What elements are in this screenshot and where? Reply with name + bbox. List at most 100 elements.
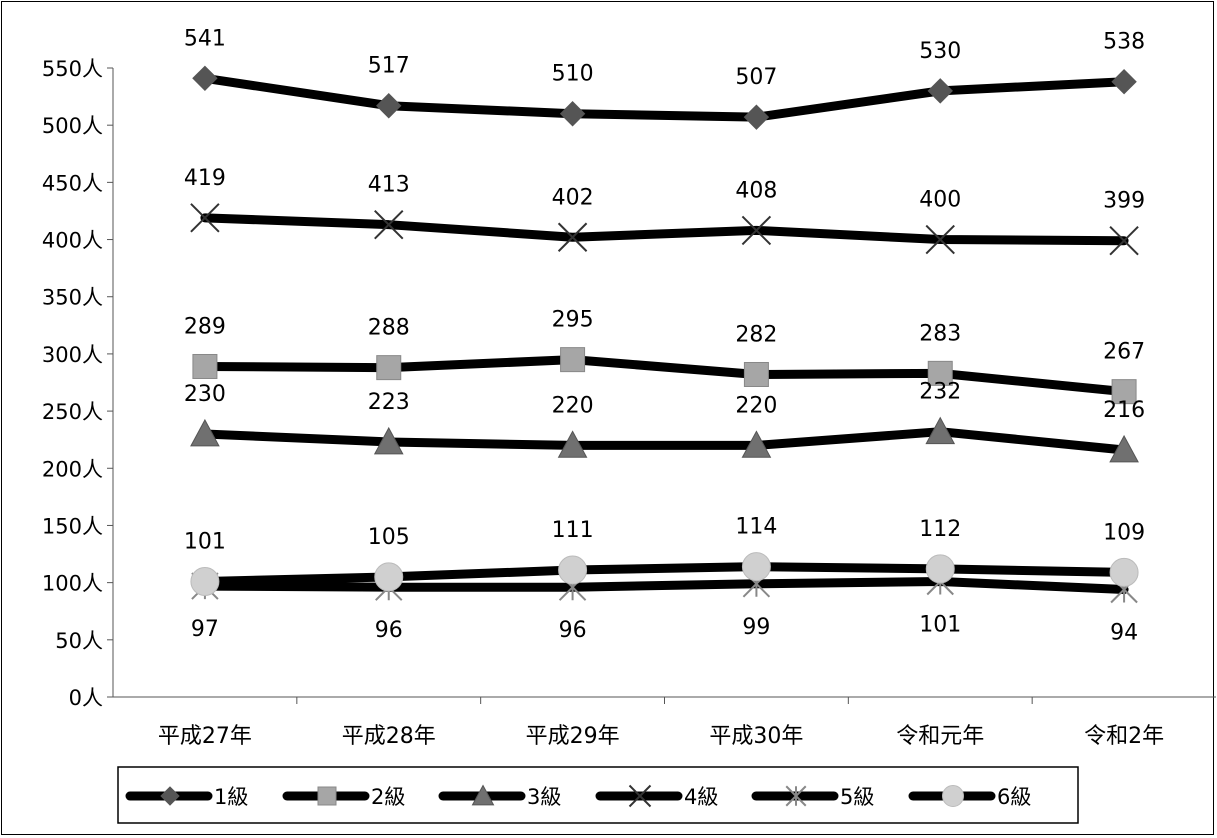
x-category-label: 平成28年 [342, 724, 436, 749]
data-label: 282 [735, 322, 777, 347]
legend-label: 3級 [527, 785, 561, 809]
data-label: 112 [919, 517, 961, 542]
data-point-marker [192, 353, 218, 379]
x-category-label: 令和2年 [1084, 724, 1164, 749]
data-point-marker [927, 360, 953, 386]
legend-item-2: 2級 [282, 785, 405, 809]
series-line-2 [200, 355, 1129, 397]
data-label: 216 [1103, 398, 1145, 423]
data-label: 408 [735, 178, 777, 203]
data-label: 288 [368, 316, 410, 341]
data-point-marker [743, 104, 770, 130]
data-point-marker [1109, 434, 1139, 463]
data-label: 507 [735, 65, 777, 90]
y-tick-label: 200人 [42, 457, 103, 481]
data-label: 399 [1103, 189, 1145, 214]
data-label: 230 [184, 382, 226, 407]
y-tick-label: 100人 [42, 572, 103, 596]
data-point-marker [1109, 557, 1139, 587]
legend-marker [471, 784, 495, 806]
x-category-label: 平成27年 [158, 724, 252, 749]
data-point-marker [741, 552, 771, 582]
data-point-marker [190, 203, 220, 233]
legend-marker [317, 786, 337, 806]
y-tick-label: 0人 [69, 686, 103, 710]
data-point-marker [925, 224, 955, 255]
data-point-marker [190, 566, 220, 596]
legend-marker [785, 785, 807, 807]
data-label: 109 [1103, 520, 1145, 545]
series-line-6 [200, 562, 1129, 586]
data-point-marker [373, 426, 404, 455]
legend-label: 1級 [214, 785, 248, 809]
data-point-marker [376, 355, 402, 381]
legend-label: 6級 [997, 785, 1031, 809]
legend-marker [160, 786, 180, 806]
data-label: 111 [552, 518, 594, 543]
data-point-marker [1109, 225, 1139, 256]
data-point-marker [558, 555, 588, 585]
legend-label: 4級 [684, 785, 718, 809]
data-point-marker [557, 222, 588, 252]
data-point-marker [925, 416, 956, 445]
series-line-3 [200, 427, 1129, 455]
data-label: 99 [742, 615, 770, 640]
legend-label: 5級 [840, 785, 874, 809]
data-label: 96 [559, 618, 587, 643]
data-point-marker [559, 101, 586, 127]
x-category-label: 令和元年 [896, 724, 984, 749]
legend-item-6: 6級 [908, 785, 1031, 809]
data-label: 220 [552, 393, 594, 418]
data-label: 400 [919, 188, 961, 213]
series-line-4 [200, 213, 1129, 246]
data-point-marker [374, 562, 404, 592]
data-label: 283 [919, 321, 961, 346]
legend-marker [628, 784, 652, 808]
data-label: 267 [1103, 340, 1145, 365]
data-label: 94 [1110, 620, 1138, 645]
legend-item-1: 1級 [125, 785, 248, 809]
x-category-label: 平成30年 [709, 724, 803, 749]
data-label: 220 [735, 393, 777, 418]
data-point-marker [925, 554, 955, 584]
y-tick-label: 250人 [42, 400, 103, 424]
data-label: 223 [368, 390, 410, 415]
y-tick-label: 150人 [42, 514, 103, 538]
series-line-5 [200, 576, 1129, 594]
data-point-marker [741, 430, 772, 458]
x-category-label: 平成29年 [526, 724, 620, 749]
data-label: 510 [552, 62, 594, 87]
legend-marker [942, 785, 964, 807]
data-point-marker [927, 78, 953, 104]
data-point-marker [192, 65, 218, 91]
data-label: 413 [368, 173, 410, 198]
data-point-marker [741, 215, 772, 246]
data-label: 101 [919, 612, 961, 637]
legend-item-5: 5級 [751, 785, 874, 809]
y-tick-label: 400人 [42, 229, 103, 253]
legend-item-4: 4級 [595, 784, 718, 809]
legend-label: 2級 [371, 785, 405, 809]
data-label: 105 [368, 525, 410, 550]
data-label: 517 [368, 54, 410, 79]
data-label: 541 [184, 26, 226, 51]
data-label: 538 [1103, 30, 1145, 55]
data-label: 419 [184, 166, 226, 191]
data-label: 96 [375, 618, 403, 643]
series-line-1 [200, 73, 1129, 122]
y-tick-label: 300人 [42, 343, 103, 367]
data-label: 530 [919, 39, 961, 64]
data-point-marker [374, 209, 404, 240]
data-label: 232 [919, 380, 961, 405]
y-tick-label: 550人 [42, 57, 103, 81]
data-label: 402 [552, 185, 594, 210]
y-tick-label: 350人 [42, 286, 103, 310]
data-label: 101 [184, 529, 226, 554]
data-label: 97 [191, 617, 219, 642]
data-point-marker [190, 418, 220, 447]
data-point-marker [557, 430, 588, 458]
data-point-marker [1111, 69, 1137, 95]
data-label: 295 [552, 308, 594, 333]
